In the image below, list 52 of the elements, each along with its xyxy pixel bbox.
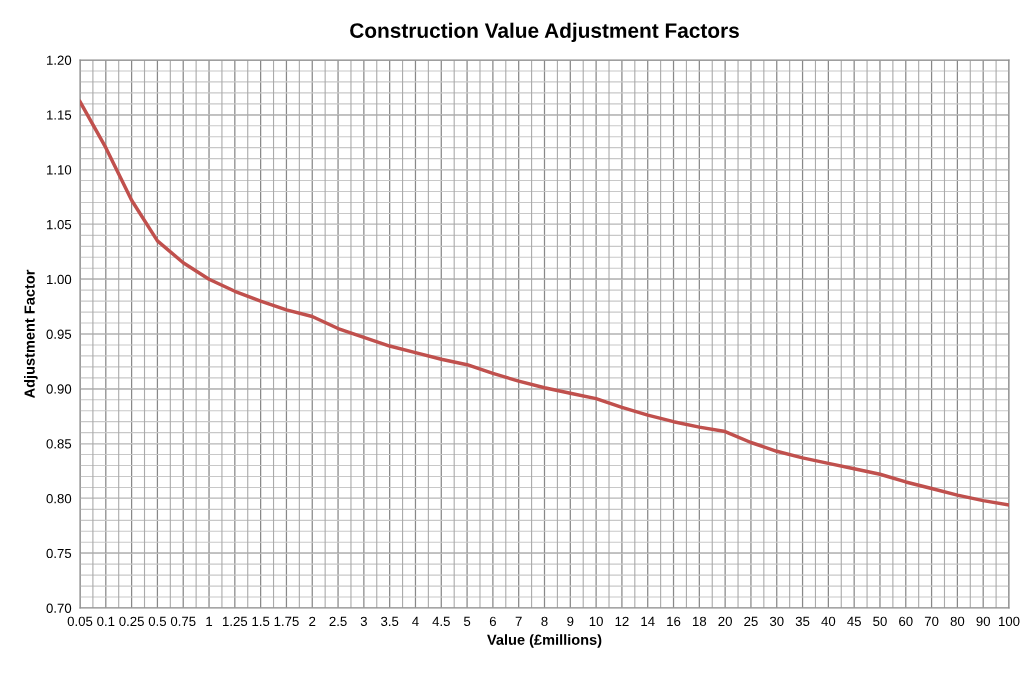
y-tick-label: 1.15 <box>47 110 72 120</box>
x-tick-label: 45 <box>847 616 861 627</box>
x-tick-label: 9 <box>567 616 574 627</box>
x-tick-label: 0.75 <box>170 616 196 627</box>
x-tick-label: 14 <box>641 616 655 626</box>
y-axis-title: Adjustment Factor <box>24 269 38 399</box>
x-tick-label: 50 <box>873 616 887 627</box>
x-tick-label: 18 <box>693 616 707 627</box>
y-tick-label: 0.75 <box>46 548 72 559</box>
x-tick-label: 0.05 <box>67 616 93 627</box>
y-tick-label: 1.10 <box>47 165 72 175</box>
x-tick-label: 12 <box>615 616 629 626</box>
x-tick-label: 2.5 <box>329 616 347 627</box>
y-tick-label: 0.70 <box>46 603 72 613</box>
x-tick-label: 100 <box>999 616 1020 627</box>
x-tick-label: 1 <box>206 616 213 626</box>
y-tick-label: 1.05 <box>47 219 72 230</box>
y-tick-label: 0.80 <box>46 493 72 504</box>
x-tick-label: 60 <box>899 616 913 627</box>
x-tick-label: 1.5 <box>252 616 270 627</box>
x-tick-label: 0.25 <box>119 616 144 627</box>
x-tick-label: 20 <box>718 616 732 627</box>
x-tick-label: 0.5 <box>148 616 167 627</box>
line-series <box>80 99 1009 507</box>
chart-title: Construction Value Adjustment Factors <box>350 22 739 43</box>
x-tick-label: 4.5 <box>432 616 450 627</box>
x-tick-label: 25 <box>744 616 758 627</box>
x-tick-label: 30 <box>769 616 784 627</box>
x-tick-label: 3 <box>360 616 367 627</box>
x-tick-label: 40 <box>821 616 836 627</box>
y-tick-label: 0.95 <box>46 329 72 339</box>
x-tick-label: 70 <box>924 616 939 627</box>
y-tick-label: 1.00 <box>47 274 72 285</box>
y-tick-label: 1.20 <box>47 55 72 65</box>
x-tick-label: 0.1 <box>97 616 115 627</box>
x-tick-label: 10 <box>589 616 603 627</box>
x-tick-label: 35 <box>795 616 810 627</box>
x-axis-title: Value (£millions) <box>487 634 602 648</box>
x-tick-label: 80 <box>950 616 965 627</box>
x-tick-label: 1.75 <box>274 616 299 627</box>
x-tick-label: 4 <box>412 616 419 626</box>
x-tick-label: 2 <box>309 616 316 626</box>
y-tick-label: 0.85 <box>46 439 72 449</box>
x-tick-label: 16 <box>667 616 681 627</box>
x-tick-label: 5 <box>463 616 471 627</box>
x-tick-label: 8 <box>541 616 548 627</box>
y-tick-label: 0.90 <box>46 384 72 394</box>
x-tick-label: 1.25 <box>223 616 248 627</box>
x-tick-label: 90 <box>976 616 991 627</box>
x-tick-label: 6 <box>489 616 496 627</box>
x-tick-label: 3.5 <box>381 616 399 627</box>
x-tick-label: 7 <box>515 616 522 626</box>
